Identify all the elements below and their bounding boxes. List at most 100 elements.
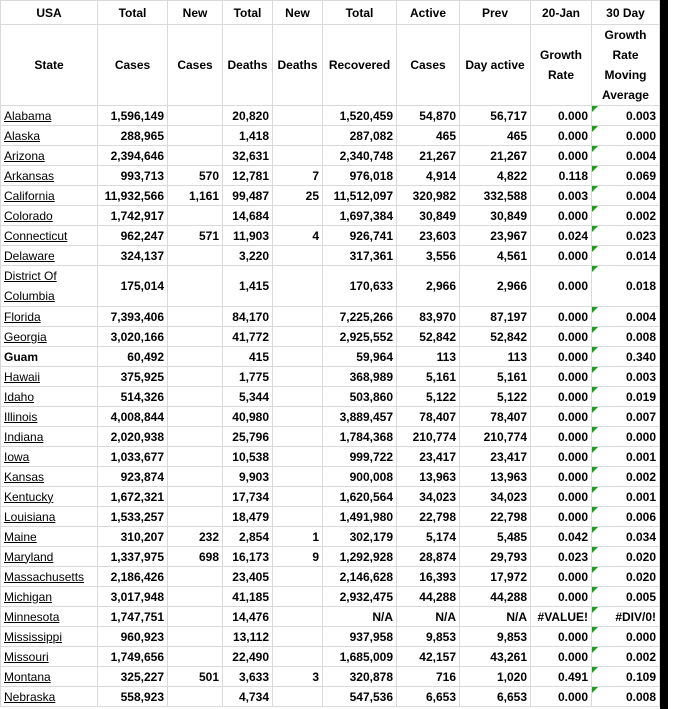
state-cell: Connecticut bbox=[0, 225, 98, 246]
header-cell: Recovered bbox=[322, 24, 397, 106]
state-link[interactable]: Kansas bbox=[4, 469, 45, 484]
data-row: Arkansas 993,713 570 12,781 7 976,018 4,914 4,8… bbox=[0, 165, 660, 186]
value-cell bbox=[272, 606, 323, 627]
value-cell bbox=[167, 346, 223, 367]
value-cell: 317,361 bbox=[322, 245, 397, 266]
value-cell: 0.000 bbox=[530, 586, 592, 607]
state-link[interactable]: Massachusetts bbox=[4, 569, 85, 584]
value-cell: 1,520,459 bbox=[322, 105, 397, 126]
state-link[interactable]: Hawaii bbox=[4, 369, 41, 384]
value-cell: 54,870 bbox=[396, 105, 460, 126]
value-cell: 34,023 bbox=[396, 486, 460, 507]
value-cell bbox=[272, 406, 323, 427]
value-cell: 976,018 bbox=[322, 165, 397, 186]
state-link[interactable]: Colorado bbox=[4, 208, 53, 223]
state-link[interactable]: Kentucky bbox=[4, 489, 54, 504]
value-cell: 0.004 bbox=[591, 185, 660, 206]
value-cell: 0.024 bbox=[530, 225, 592, 246]
state-cell: Montana bbox=[0, 666, 98, 687]
state-link[interactable]: Georgia bbox=[4, 329, 47, 344]
value-cell bbox=[272, 466, 323, 487]
value-cell: 0.003 bbox=[591, 366, 660, 387]
state-link[interactable]: Connecticut bbox=[4, 228, 68, 243]
value-cell: 0.000 bbox=[530, 466, 592, 487]
state-link[interactable]: Missouri bbox=[4, 649, 49, 664]
value-cell: 40,980 bbox=[222, 406, 273, 427]
state-link[interactable]: Alabama bbox=[4, 108, 52, 123]
value-cell: 4,734 bbox=[222, 686, 273, 707]
value-cell: 0.018 bbox=[591, 265, 660, 307]
state-link[interactable]: Michigan bbox=[4, 589, 53, 604]
state-link[interactable]: Delaware bbox=[4, 248, 55, 263]
data-row: Illinois 4,008,844 40,980 3,889,457 78,407 78… bbox=[0, 406, 660, 427]
value-cell: 716 bbox=[396, 666, 460, 687]
value-cell: 302,179 bbox=[322, 526, 397, 547]
value-cell: 324,137 bbox=[97, 245, 168, 266]
state-cell: Alabama bbox=[0, 105, 98, 126]
value-cell: 923,874 bbox=[97, 466, 168, 487]
value-cell: 0.008 bbox=[591, 326, 660, 347]
value-cell: 0.491 bbox=[530, 666, 592, 687]
header-cell: Active bbox=[396, 0, 460, 25]
value-cell bbox=[167, 205, 223, 226]
value-cell: 2,020,938 bbox=[97, 426, 168, 447]
value-cell: 0.004 bbox=[591, 145, 660, 166]
value-cell: 0.003 bbox=[530, 185, 592, 206]
state-link[interactable]: Maine bbox=[4, 529, 37, 544]
header-cell: Growth Rate Moving Average bbox=[591, 24, 660, 106]
state-link[interactable]: Arkansas bbox=[4, 168, 55, 183]
value-cell bbox=[272, 205, 323, 226]
state-link[interactable]: Illinois bbox=[4, 409, 38, 424]
value-cell: 52,842 bbox=[396, 326, 460, 347]
data-row: Idaho 514,326 5,344 503,860 5,122 5,122 0.000 0… bbox=[0, 386, 660, 407]
value-cell: 0.000 bbox=[591, 626, 660, 647]
value-cell bbox=[272, 446, 323, 467]
value-cell: 0.000 bbox=[530, 686, 592, 707]
value-cell: 0.002 bbox=[591, 466, 660, 487]
state-link[interactable]: Arizona bbox=[4, 148, 45, 163]
value-cell bbox=[272, 245, 323, 266]
value-cell: 0.034 bbox=[591, 526, 660, 547]
state-link[interactable]: Louisiana bbox=[4, 509, 56, 524]
state-cell: Idaho bbox=[0, 386, 98, 407]
value-cell: 5,344 bbox=[222, 386, 273, 407]
data-row: Iowa 1,033,677 10,538 999,722 23,417 23,417 0.… bbox=[0, 446, 660, 467]
state-link[interactable]: Alaska bbox=[4, 128, 41, 143]
value-cell bbox=[272, 265, 323, 307]
value-cell: 30,849 bbox=[396, 205, 460, 226]
state-cell: California bbox=[0, 185, 98, 206]
state-link[interactable]: Minnesota bbox=[4, 609, 60, 624]
data-row: Michigan 3,017,948 41,185 2,932,475 44,288 44… bbox=[0, 586, 660, 607]
header-row: USA Total New Total New Total Active Prev 20-Jan… bbox=[0, 0, 660, 25]
value-cell: 0.000 bbox=[530, 265, 592, 307]
header-row: State Cases Cases Deaths Deaths Recovered Case… bbox=[0, 24, 660, 106]
data-row: District Of Columbia 175,014 1,415 170,633 2… bbox=[0, 265, 660, 307]
state-link[interactable]: Nebraska bbox=[4, 689, 56, 704]
state-link[interactable]: Indiana bbox=[4, 429, 44, 444]
state-link[interactable]: California bbox=[4, 188, 55, 203]
value-cell: 1 bbox=[272, 526, 323, 547]
state-link[interactable]: Mississippi bbox=[4, 629, 63, 644]
value-cell: 23,405 bbox=[222, 566, 273, 587]
state-cell: Kansas bbox=[0, 466, 98, 487]
state-cell: Kentucky bbox=[0, 486, 98, 507]
state-link[interactable]: District Of Columbia bbox=[4, 269, 57, 303]
state-link[interactable]: Florida bbox=[4, 309, 41, 324]
state-link[interactable]: Idaho bbox=[4, 389, 35, 404]
value-cell: 320,982 bbox=[396, 185, 460, 206]
state-link[interactable]: Montana bbox=[4, 669, 51, 684]
value-cell: 1,533,257 bbox=[97, 506, 168, 527]
state-link[interactable]: Maryland bbox=[4, 549, 54, 564]
data-row: Arizona 2,394,646 32,631 2,340,748 21,267 21,… bbox=[0, 145, 660, 166]
value-cell bbox=[272, 506, 323, 527]
state-cell: Iowa bbox=[0, 446, 98, 467]
value-cell bbox=[167, 626, 223, 647]
state-cell: Maryland bbox=[0, 546, 98, 567]
value-cell bbox=[272, 326, 323, 347]
value-cell bbox=[272, 386, 323, 407]
value-cell: 0.000 bbox=[530, 506, 592, 527]
value-cell: 17,972 bbox=[459, 566, 531, 587]
value-cell: 2,186,426 bbox=[97, 566, 168, 587]
value-cell: 0.340 bbox=[591, 346, 660, 367]
state-link[interactable]: Iowa bbox=[4, 449, 30, 464]
